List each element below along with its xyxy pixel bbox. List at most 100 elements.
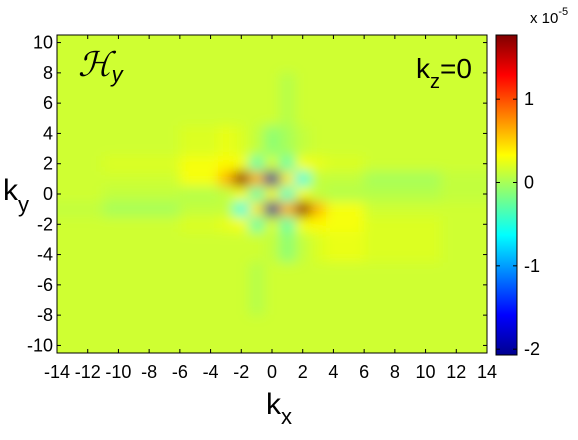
heatmap-cell (179, 262, 219, 316)
heatmap-cell (233, 171, 250, 187)
heatmap-cell (233, 72, 250, 127)
heatmap-cell (310, 72, 327, 127)
heatmap-cell (310, 216, 327, 233)
heatmap-cell (103, 315, 181, 353)
heatmap-cell (103, 201, 181, 218)
heatmap-cell (310, 156, 327, 172)
heatmap-cell (103, 72, 181, 127)
heatmap-cell (325, 156, 365, 172)
heatmap-cell (57, 315, 104, 353)
heatmap-cell (103, 186, 181, 203)
x-tick-label: 4 (328, 362, 338, 382)
y-tick-label: -10 (27, 335, 53, 355)
x-tick-label: 0 (267, 362, 277, 382)
heatmap-cell (325, 201, 365, 218)
heatmap-cell (310, 125, 327, 157)
heatmap-cell (295, 231, 311, 263)
heatmap-cell (218, 186, 235, 203)
x-tick-label: 2 (298, 362, 308, 382)
colorbar-multiplier: x 10-5 (530, 6, 568, 27)
heatmap-cell (179, 186, 219, 203)
x-tick-label: -6 (172, 362, 188, 382)
x-tick-label: -4 (203, 362, 219, 382)
heatmap-cell (264, 186, 281, 203)
heatmap-cell (325, 216, 365, 233)
heatmap-cell (264, 72, 281, 127)
heatmap-cell (310, 35, 327, 74)
heatmap-cell (179, 201, 219, 218)
heatmap-cell (295, 315, 311, 353)
heatmap-cell (364, 125, 442, 157)
heatmap-cell (440, 171, 487, 187)
heatmap-cell (248, 35, 265, 74)
heatmap-cell (295, 262, 311, 316)
y-tick-label: -2 (37, 214, 53, 234)
heatmap-cell (440, 35, 487, 74)
y-tick-label: 2 (43, 154, 53, 174)
heatmap-cell (310, 262, 327, 316)
heatmap-cell (57, 125, 104, 157)
heatmap-cell (233, 315, 250, 353)
x-tick-label: 10 (416, 362, 436, 382)
x-label: kx (266, 388, 292, 429)
heatmap-cell (57, 156, 104, 172)
heatmap-cell (364, 231, 442, 263)
heatmap-cell (218, 35, 235, 74)
heatmap-cell (233, 216, 250, 233)
heatmap-cell (179, 156, 219, 172)
heatmap (57, 35, 487, 353)
heatmap-cell (179, 125, 219, 157)
heatmap-cell (264, 35, 281, 74)
x-tick-label: 12 (446, 362, 466, 382)
heatmap-cell (440, 72, 487, 127)
heatmap-cell (364, 315, 442, 353)
heatmap-cell (103, 156, 181, 172)
heatmap-cell (179, 216, 219, 233)
heatmap-cell (248, 201, 265, 218)
heatmap-cell (364, 156, 442, 172)
heatmap-cell (57, 186, 104, 203)
heatmap-cell (248, 171, 265, 187)
heatmap-cell (57, 35, 104, 74)
y-tick-label: -4 (37, 245, 53, 265)
heatmap-cell (440, 315, 487, 353)
heatmap-cell (440, 216, 487, 233)
heatmap-cell (279, 186, 296, 203)
heatmap-cell (440, 156, 487, 172)
y-tick-label: 8 (43, 63, 53, 83)
heatmap-cell (295, 216, 311, 233)
heatmap-cell (325, 231, 365, 263)
heatmap-cell (295, 186, 311, 203)
y-tick-label: 10 (33, 33, 53, 53)
heatmap-cell (295, 171, 311, 187)
y-tick-label: -8 (37, 305, 53, 325)
heatmap-cell (325, 72, 365, 127)
heatmap-cell (264, 231, 281, 263)
heatmap-cell (364, 186, 442, 203)
y-tick-label: 4 (43, 123, 53, 143)
heatmap-cell (218, 231, 235, 263)
heatmap-cell (295, 35, 311, 74)
heatmap-cell (264, 201, 281, 218)
heatmap-cell (233, 35, 250, 74)
heatmap-cell (233, 262, 250, 316)
heatmap-cell (179, 231, 219, 263)
heatmap-cell (233, 201, 250, 218)
heatmap-cell (295, 72, 311, 127)
heatmap-cell (295, 125, 311, 157)
heatmap-cell (179, 35, 219, 74)
heatmap-cell (325, 186, 365, 203)
heatmap-cell (57, 231, 104, 263)
heatmap-cell (248, 156, 265, 172)
heatmap-cell (440, 125, 487, 157)
heatmap-cell (103, 231, 181, 263)
heatmap-cell (264, 216, 281, 233)
heatmap-cell (218, 171, 235, 187)
x-tick-label: -8 (141, 362, 157, 382)
heatmap-cell (103, 171, 181, 187)
heatmap-cell (179, 171, 219, 187)
colorbar-tick-label: -1 (524, 256, 540, 276)
heatmap-cell (103, 262, 181, 316)
heatmap-cell (440, 201, 487, 218)
